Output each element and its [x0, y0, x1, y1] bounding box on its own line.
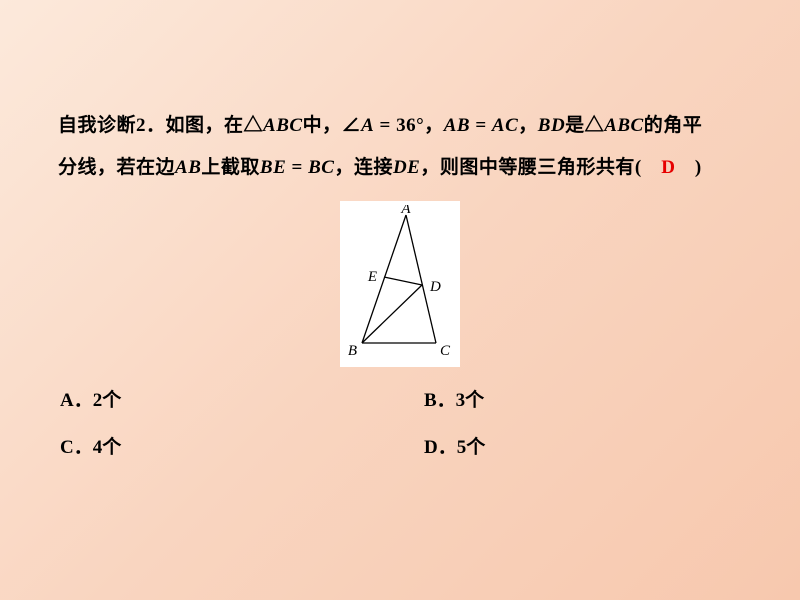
- answer-mark: D: [661, 157, 675, 178]
- question-text: 自我诊断2．如图，在△ABC中，∠A = 36°，AB = AC，BD是△ABC…: [58, 105, 742, 189]
- svg-text:E: E: [367, 269, 377, 285]
- option-a: A．2个: [58, 385, 400, 412]
- q-label: 自我诊断2．: [58, 115, 166, 136]
- option-d: D．5个: [400, 432, 742, 459]
- svg-text:C: C: [440, 343, 451, 359]
- svg-text:B: B: [348, 343, 357, 359]
- svg-text:D: D: [429, 279, 441, 295]
- triangle-figure: A B C D E: [340, 201, 460, 367]
- option-c: C．4个: [58, 432, 400, 459]
- option-b: B．3个: [400, 385, 742, 412]
- options-grid: A．2个 B．3个 C．4个 D．5个: [58, 385, 742, 459]
- svg-text:A: A: [400, 205, 411, 217]
